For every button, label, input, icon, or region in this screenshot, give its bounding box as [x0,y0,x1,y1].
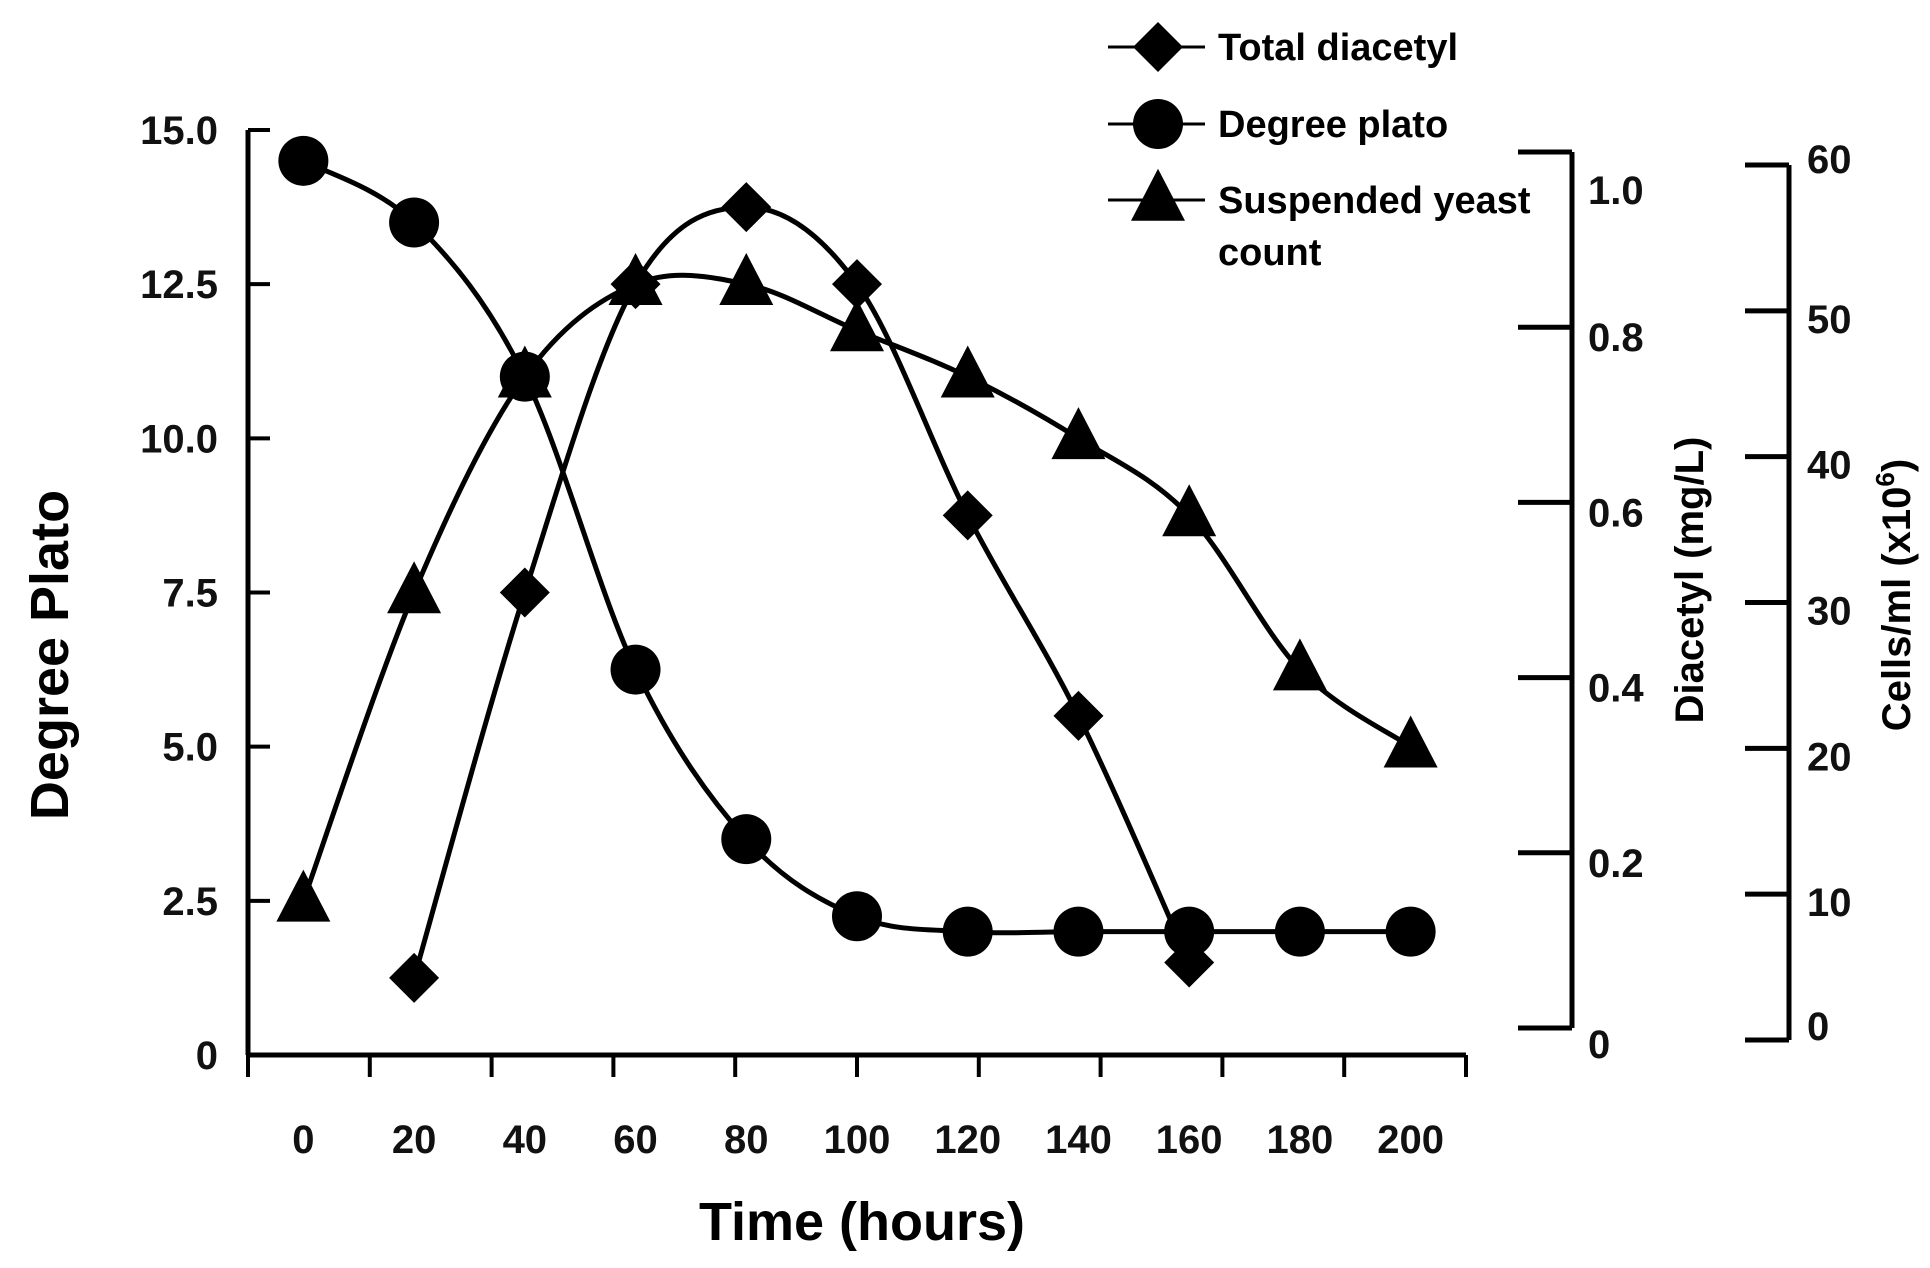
total-diacetyl-point [942,490,993,541]
series-degree-plato [278,135,1436,957]
legend-item: Degree plato [1108,99,1448,149]
y-cells-tick-label: 60 [1807,138,1852,182]
y-left-tick-label: 2.5 [162,880,218,924]
y-cells-tick-label: 20 [1807,735,1852,779]
total-diacetyl-point [832,259,882,310]
y-axis-cells-ticks: 0 10 20 30 40 50 60 [1745,138,1852,1049]
degree-plato-point [278,135,329,186]
y-axis-cells-title: Cells/ml (x106) [1870,459,1919,731]
legend-marker-triangle [1131,168,1185,221]
y-diacetyl-tick-label: 0.6 [1588,491,1644,535]
x-tick-label: 0 [292,1118,314,1162]
y-cells-tick-label: 40 [1807,444,1852,488]
legend-item: Suspended yeast count [1108,168,1531,274]
legend-label: Degree plato [1218,104,1448,146]
legend-label: Total diacetyl [1218,27,1458,69]
y-cells-tick-label: 0 [1807,1005,1829,1049]
degree-plato-point [1053,906,1104,957]
y-diacetyl-tick-label: 0 [1588,1023,1610,1067]
legend-label: Suspended yeast [1218,180,1531,222]
y-axis-left-ticks: 0 2.5 5.0 7.5 10.0 12.5 15.0 [140,109,270,1078]
y-diacetyl-tick-label: 0.2 [1588,842,1644,886]
x-tick-label: 120 [934,1118,1001,1162]
suspended-yeast-count-point [1051,407,1106,460]
x-tick-label: 20 [392,1118,437,1162]
y-left-tick-label: 15.0 [140,109,218,153]
x-tick-label: 60 [613,1118,658,1162]
y-left-tick-label: 12.5 [140,263,218,307]
series-line-suspended-yeast-count [301,272,1413,902]
y-diacetyl-tick-label: 0.8 [1588,316,1644,360]
suspended-yeast-count-point [1383,715,1438,768]
suspended-yeast-count-point [940,345,995,398]
legend-marker-circle [1133,99,1183,149]
legend-item: Total diacetyl [1108,22,1458,72]
y-cells-tick-label: 30 [1807,590,1852,634]
suspended-yeast-count-point [830,299,884,352]
degree-plato-point [832,891,882,942]
degree-plato-point [1274,906,1325,957]
degree-plato-point [942,906,993,957]
y-diacetyl-tick-label: 0.4 [1588,667,1644,711]
x-tick-label: 100 [824,1118,891,1162]
y-axis-left-title: Degree Plato [20,490,80,820]
y-cells-tick-label: 50 [1807,298,1852,342]
x-tick-label: 140 [1045,1118,1112,1162]
suspended-yeast-count-point [1162,484,1217,537]
suspended-yeast-count-point [1272,638,1327,691]
legend-marker-diamond [1133,22,1183,72]
series-layer [276,135,1438,1003]
y-left-tick-label: 0 [196,1034,218,1078]
total-diacetyl-point [389,952,440,1003]
cells-title-sup: 6 [1870,472,1900,486]
total-diacetyl-point [499,567,550,618]
legend-label-line2: count [1218,232,1322,274]
suspended-yeast-count-point [276,869,331,922]
x-axis-ticks: 0 20 40 60 80 100 120 140 160 180 200 [246,1055,1468,1162]
x-tick-label: 80 [724,1118,769,1162]
total-diacetyl-point [721,182,772,233]
suspended-yeast-count-point [719,252,774,305]
cells-title-close: ) [1875,459,1919,472]
y-axis-diacetyl-title: Diacetyl (mg/L) [1668,437,1712,724]
degree-plato-point [389,197,440,248]
y-diacetyl-tick-label: 1.0 [1588,169,1644,213]
cells-title-main: Cells/ml (x10 [1875,487,1919,732]
suspended-yeast-count-point [497,345,552,398]
x-tick-label: 180 [1267,1118,1334,1162]
degree-plato-point [721,814,772,865]
suspended-yeast-count-point [387,561,442,614]
y-axis-diacetyl-ticks: 0 0.2 0.4 0.6 0.8 1.0 [1518,149,1644,1067]
suspended-yeast-count-point [608,252,663,305]
degree-plato-point [610,644,661,695]
legend: Total diacetyl Degree plato Suspended yeas… [1108,22,1531,274]
y-left-tick-label: 7.5 [162,572,218,616]
x-tick-label: 40 [503,1118,548,1162]
total-diacetyl-point [1053,690,1104,741]
degree-plato-point [1164,906,1215,957]
x-tick-label: 160 [1156,1118,1223,1162]
y-cells-tick-label: 10 [1807,881,1852,925]
y-left-tick-label: 5.0 [162,726,218,770]
series-suspended-yeast-count [276,252,1438,922]
y-left-tick-label: 10.0 [140,417,218,461]
x-tick-label: 200 [1377,1118,1444,1162]
degree-plato-point [1385,906,1436,957]
x-axis-title: Time (hours) [699,1192,1025,1252]
